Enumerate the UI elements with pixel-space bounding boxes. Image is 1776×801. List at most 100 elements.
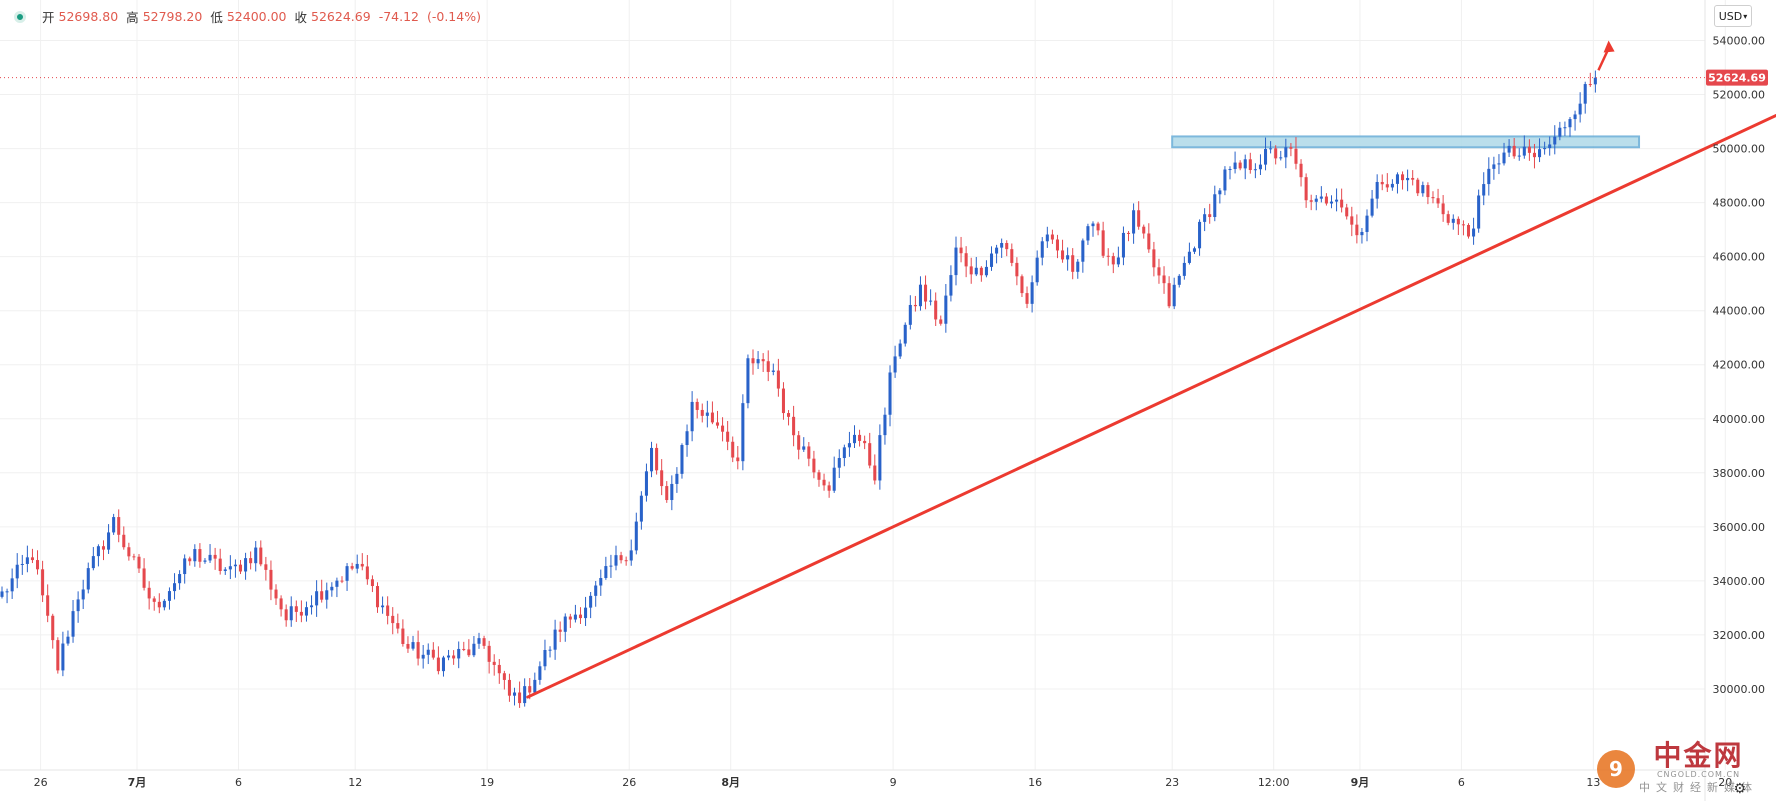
currency-label: USD xyxy=(1718,9,1743,23)
resistance-zone xyxy=(1171,135,1641,149)
candle xyxy=(15,553,19,589)
candle-body xyxy=(360,563,364,567)
candle xyxy=(360,553,364,571)
candle-body xyxy=(188,558,192,562)
candle xyxy=(614,545,618,571)
candle-body xyxy=(995,247,999,254)
candle-body xyxy=(122,534,126,548)
candle-body xyxy=(644,471,648,496)
candle xyxy=(1497,154,1501,175)
candle xyxy=(1355,214,1359,244)
candle xyxy=(685,424,689,457)
candle-body xyxy=(1487,168,1491,185)
candle-body xyxy=(1512,145,1516,157)
candle-body xyxy=(1568,119,1572,128)
candle xyxy=(1000,238,1004,258)
candle xyxy=(426,643,430,665)
candle-body xyxy=(1132,210,1136,234)
candle xyxy=(1375,174,1379,209)
candle xyxy=(162,599,166,611)
candle-body xyxy=(208,554,212,561)
candle-body xyxy=(203,560,207,562)
candle xyxy=(568,613,572,628)
candle-body xyxy=(238,564,243,572)
candle-body xyxy=(548,649,552,651)
candle xyxy=(913,295,917,312)
candle-body xyxy=(634,521,638,551)
candle xyxy=(1055,234,1059,259)
candle-body xyxy=(954,247,958,276)
candle-body xyxy=(695,401,699,410)
candle-body xyxy=(959,247,963,254)
change-value: -74.12 xyxy=(378,9,419,24)
candle xyxy=(715,410,720,429)
candle xyxy=(1314,195,1318,211)
candle xyxy=(989,246,994,271)
candle-body xyxy=(370,579,374,587)
candle xyxy=(1350,206,1354,237)
candle xyxy=(467,639,471,658)
currency-selector[interactable]: USD ▾ xyxy=(1714,5,1752,27)
candle xyxy=(1137,201,1141,230)
candle xyxy=(1588,72,1592,87)
x-tick-label: 12 xyxy=(348,776,362,789)
candle xyxy=(842,444,846,467)
candle-body xyxy=(1365,215,1369,232)
candle xyxy=(1264,137,1268,171)
candle-body xyxy=(1558,127,1562,137)
candle-body xyxy=(381,605,385,608)
candle xyxy=(1106,248,1110,266)
candle-body xyxy=(1076,261,1080,272)
candle-body xyxy=(477,638,481,644)
candle-body xyxy=(1532,152,1536,158)
candle-body xyxy=(868,443,872,466)
candle xyxy=(1538,138,1542,163)
candle-body xyxy=(1553,136,1557,145)
candle-body xyxy=(502,673,506,680)
candle-body xyxy=(1218,190,1222,195)
candle-body xyxy=(1340,199,1344,208)
y-axis-labels: 30000.00 32000.00 34000.00 36000.00 38000.00… xyxy=(1713,35,1766,696)
candle xyxy=(1335,188,1339,212)
candle xyxy=(1020,274,1024,298)
candle xyxy=(30,548,34,564)
candle-body xyxy=(594,585,598,596)
candle xyxy=(558,621,562,643)
candle-body xyxy=(1213,194,1217,218)
candle xyxy=(137,554,141,573)
candle xyxy=(1380,174,1384,191)
candle xyxy=(868,432,872,469)
candle-body xyxy=(1345,207,1349,217)
candle-body xyxy=(310,605,314,608)
candle-body xyxy=(152,598,156,602)
candle xyxy=(315,580,319,617)
x-tick-label: 23 xyxy=(1165,776,1179,789)
candle xyxy=(1411,170,1415,186)
candle-body xyxy=(269,569,273,590)
candle xyxy=(1563,121,1567,136)
candle-body xyxy=(157,601,161,608)
candle-body xyxy=(223,569,227,572)
candle-body xyxy=(1548,144,1552,149)
candle xyxy=(969,257,973,284)
candle xyxy=(193,544,197,567)
candle xyxy=(1238,160,1242,171)
candle-body xyxy=(20,563,24,565)
candle xyxy=(690,391,694,442)
candle-body xyxy=(1502,152,1506,164)
candle-body xyxy=(934,300,938,320)
candle-body xyxy=(939,319,943,324)
candle xyxy=(797,430,801,460)
close-label: 收 xyxy=(294,10,308,25)
candle xyxy=(726,420,730,451)
x-tick-label: 13 xyxy=(1586,776,1600,789)
candle xyxy=(1243,154,1247,180)
candle-body xyxy=(274,589,278,599)
candle-body xyxy=(832,467,836,491)
gear-icon[interactable]: ⚙ xyxy=(1733,781,1746,797)
candle xyxy=(157,593,161,614)
candle xyxy=(1304,173,1308,208)
candle xyxy=(1035,250,1039,286)
candle-body xyxy=(213,554,217,559)
